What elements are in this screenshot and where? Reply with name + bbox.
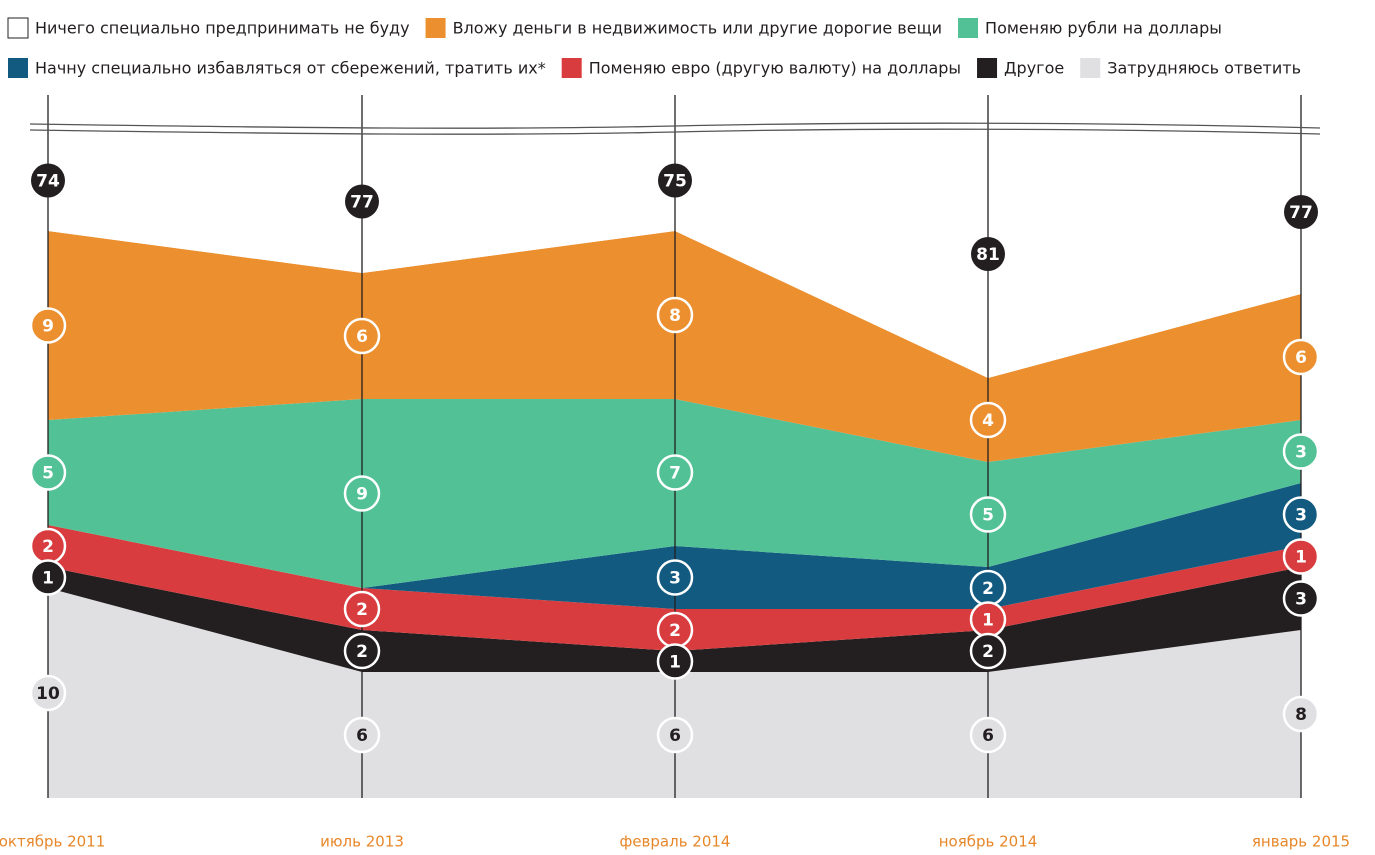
legend-swatch bbox=[425, 18, 446, 38]
axis-break bbox=[29, 128, 1321, 135]
data-label-badge bbox=[343, 475, 381, 512]
data-label-badge bbox=[656, 716, 694, 754]
data-label: 6 bbox=[669, 726, 681, 746]
data-label: 3 bbox=[669, 569, 681, 589]
data-label-badge bbox=[343, 716, 381, 754]
data-label: 10 bbox=[36, 684, 60, 704]
data-label: 6 bbox=[356, 726, 368, 746]
x-tick-label: ноябрь 2014 bbox=[939, 833, 1038, 851]
data-label: 7 bbox=[669, 464, 681, 484]
data-label-badge bbox=[1282, 496, 1320, 533]
data-label: 9 bbox=[356, 485, 368, 505]
data-label: 3 bbox=[1295, 443, 1307, 463]
data-label-badge bbox=[1282, 538, 1320, 575]
data-label-badge bbox=[971, 237, 1005, 271]
data-label: 4 bbox=[982, 411, 994, 431]
legend-swatch bbox=[8, 58, 28, 78]
legend-label: Затрудняюсь ответить bbox=[1107, 59, 1301, 78]
data-label-badge bbox=[656, 454, 694, 491]
data-label-badge bbox=[343, 632, 381, 670]
data-label: 77 bbox=[1289, 203, 1313, 223]
data-label-badge bbox=[31, 163, 65, 198]
data-label-badge bbox=[969, 716, 1007, 754]
axis-break bbox=[29, 122, 1321, 129]
data-label-badge bbox=[656, 559, 694, 596]
data-label: 1 bbox=[982, 611, 994, 631]
x-tick-label: июль 2013 bbox=[320, 833, 404, 851]
legend-label: Поменяю рубли на доллары bbox=[985, 19, 1222, 38]
data-label: 8 bbox=[669, 306, 681, 326]
data-label-badge bbox=[1284, 195, 1318, 229]
data-label-badge bbox=[658, 163, 692, 198]
legend-swatch bbox=[958, 18, 979, 38]
data-label-badge bbox=[343, 317, 381, 355]
data-label: 2 bbox=[356, 600, 368, 620]
data-label: 74 bbox=[36, 172, 60, 192]
data-label-badge bbox=[29, 559, 67, 596]
legend-swatch bbox=[7, 17, 29, 39]
data-label-badge bbox=[969, 632, 1007, 670]
data-label: 6 bbox=[356, 327, 368, 347]
data-label: 77 bbox=[350, 193, 374, 213]
data-label-badge bbox=[969, 496, 1007, 533]
legend-label: Вложу деньги в недвижимость или другие д… bbox=[453, 19, 942, 38]
x-tick-label: январь 2015 bbox=[1252, 833, 1350, 851]
data-label-badge bbox=[1282, 433, 1320, 470]
data-label: 3 bbox=[1295, 590, 1307, 610]
data-label-badge bbox=[656, 643, 694, 680]
data-label-badge bbox=[1282, 695, 1320, 733]
legend-swatch bbox=[561, 58, 582, 78]
data-label: 81 bbox=[976, 245, 1000, 265]
data-label-badge bbox=[29, 454, 67, 491]
data-label-badge bbox=[29, 674, 67, 712]
data-label-badge bbox=[1282, 338, 1320, 376]
data-label-badge bbox=[343, 590, 381, 628]
legend-label: Начну специально избавляться от сбережен… bbox=[35, 59, 546, 78]
data-label: 1 bbox=[1295, 548, 1307, 568]
data-label: 5 bbox=[42, 464, 54, 484]
legend-label: Ничего специально предпринимать не буду bbox=[35, 19, 410, 38]
data-label: 2 bbox=[982, 642, 994, 662]
data-label: 8 bbox=[1295, 705, 1307, 725]
data-label: 9 bbox=[42, 317, 54, 337]
data-label: 2 bbox=[669, 621, 681, 641]
data-label: 5 bbox=[982, 506, 994, 526]
data-label-badge bbox=[656, 296, 694, 334]
area bbox=[362, 483, 1301, 609]
data-label: 75 bbox=[663, 172, 687, 192]
legend-label: Поменяю евро (другую валюту) на доллары bbox=[589, 59, 961, 78]
data-label: 1 bbox=[42, 569, 54, 589]
data-label: 2 bbox=[982, 579, 994, 599]
legend-label: Другое bbox=[1004, 59, 1064, 78]
data-label-badge bbox=[29, 307, 67, 344]
data-label: 3 bbox=[1295, 506, 1307, 526]
data-label: 1 bbox=[669, 653, 681, 673]
data-label-badge bbox=[345, 184, 379, 219]
data-label: 6 bbox=[1295, 348, 1307, 368]
legend-swatch bbox=[1080, 58, 1101, 78]
data-label-badge bbox=[1282, 580, 1320, 617]
legend-swatch bbox=[977, 58, 998, 78]
legend: Ничего специально предпринимать не буду В… bbox=[7, 17, 1301, 78]
data-label: 6 bbox=[982, 726, 994, 746]
data-label-badge bbox=[969, 401, 1007, 439]
data-label: 2 bbox=[356, 642, 368, 662]
data-label: 2 bbox=[42, 537, 54, 557]
x-tick-label: февраль 2014 bbox=[620, 833, 731, 851]
x-tick-label: октябрь 2011 bbox=[0, 833, 105, 851]
